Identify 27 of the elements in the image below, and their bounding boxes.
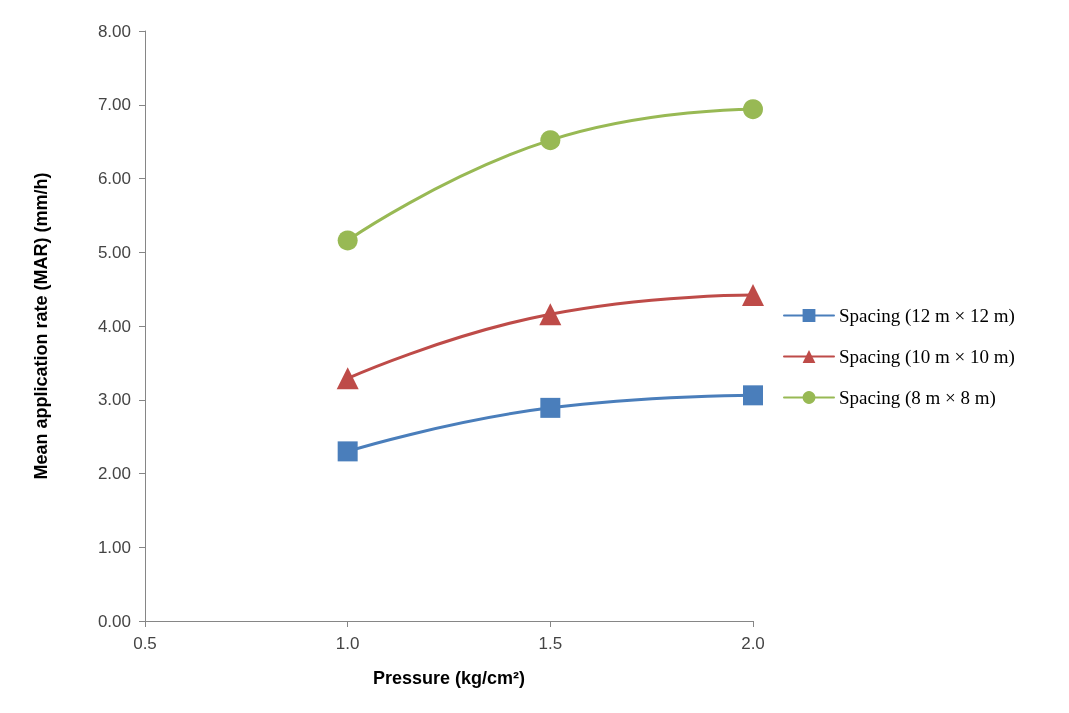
x-tick-label: 1.5 <box>538 634 563 653</box>
y-tick-label: 3.00 <box>97 390 131 410</box>
y-tick-label: 7.00 <box>97 95 131 115</box>
x-tick-label: 2.0 <box>741 634 765 653</box>
y-tick-label: 1.00 <box>97 537 131 557</box>
y-tick-label: 2.00 <box>97 464 131 483</box>
x-tick-label: 1.0 <box>335 634 360 653</box>
y-tick-label: 0.00 <box>97 611 131 631</box>
y-axis-title: Mean application rate (MAR) (mm/h) <box>31 172 51 480</box>
x-axis-title: Pressure (kg/cm²) <box>372 668 526 688</box>
point <box>540 397 561 418</box>
y-tick-label: 6.00 <box>97 169 131 188</box>
legend-label: Spacing (8 m × 8 m) <box>839 387 996 409</box>
point <box>743 385 763 406</box>
point <box>539 303 562 326</box>
y-tick-label: 8.00 <box>97 21 131 41</box>
legend-label: Spacing (10 m × 10 m) <box>839 346 1015 368</box>
point <box>336 367 359 390</box>
x-tick-label: 0.5 <box>133 634 157 653</box>
point <box>743 99 763 120</box>
legend-label: Spacing (12 m × 12 m) <box>839 305 1015 327</box>
point <box>742 284 764 307</box>
point <box>337 441 358 462</box>
y-tick-label: 4.00 <box>97 316 131 336</box>
y-tick-label: 5.00 <box>97 242 131 262</box>
point <box>337 230 358 251</box>
point <box>540 130 561 151</box>
